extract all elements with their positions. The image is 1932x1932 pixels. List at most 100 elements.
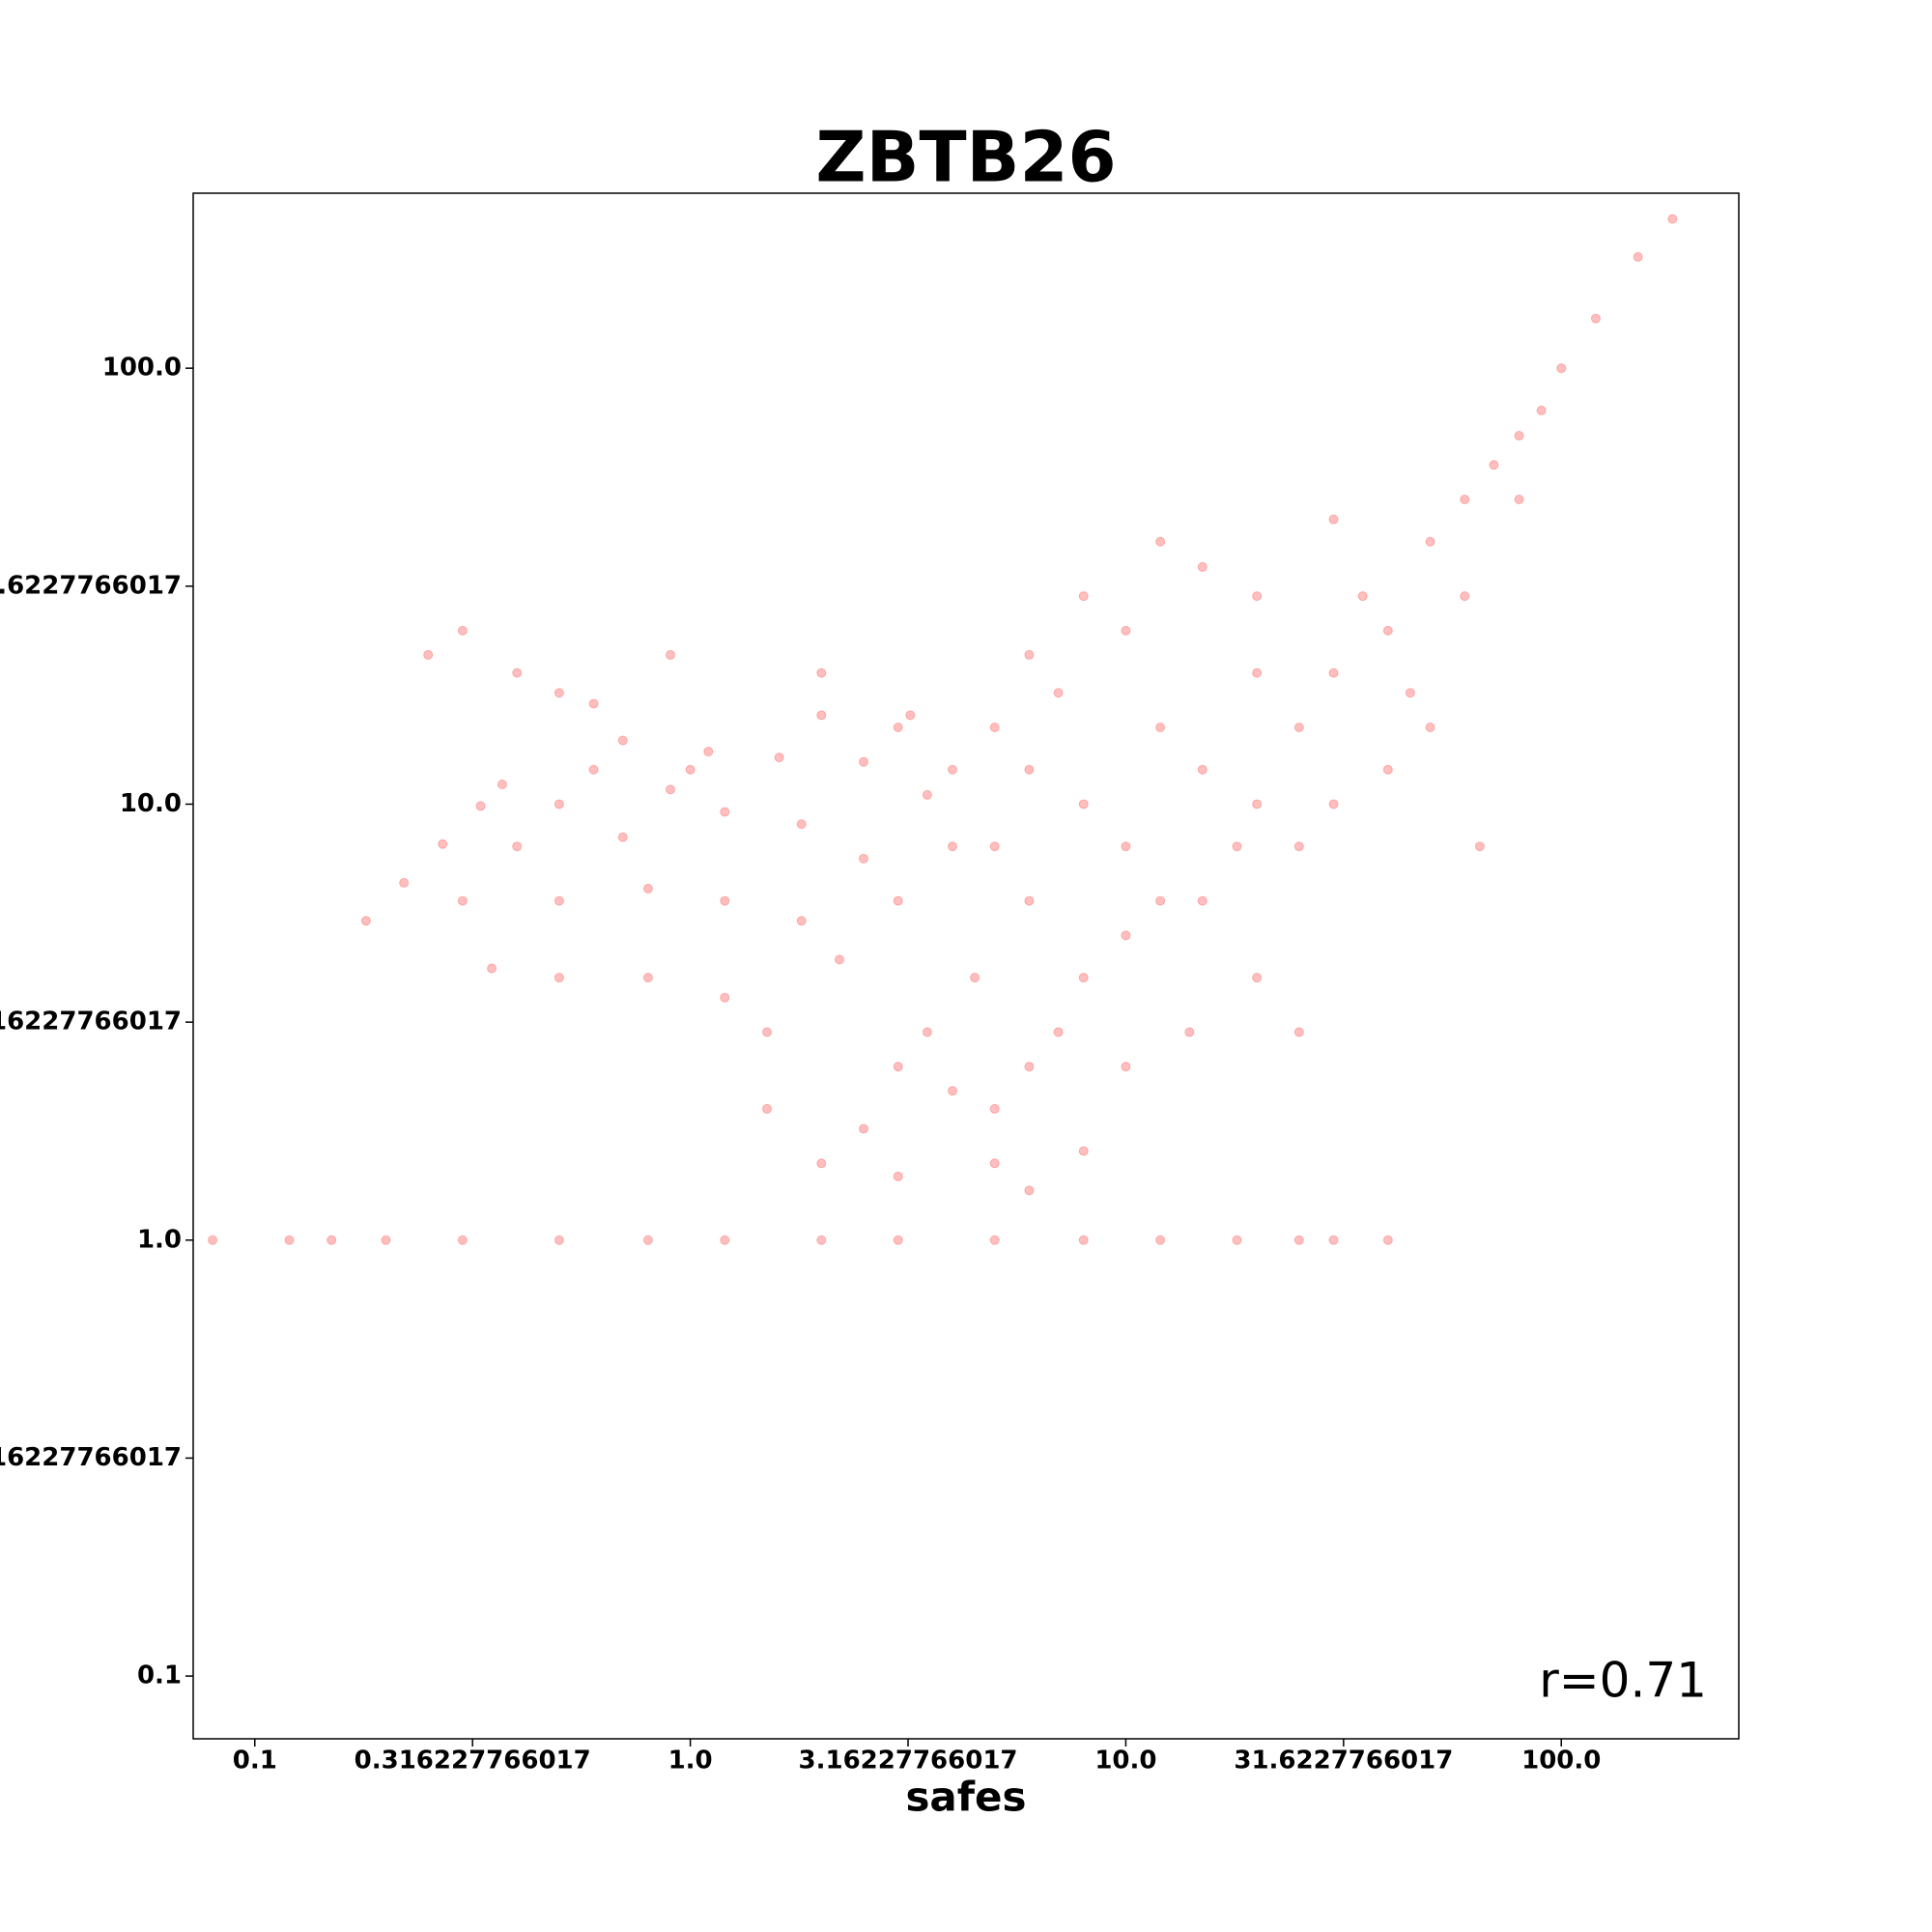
point <box>1382 625 1393 636</box>
plot-frame <box>192 192 1740 1740</box>
point <box>948 1086 958 1096</box>
point <box>685 764 696 775</box>
point <box>1155 895 1166 906</box>
point <box>617 832 628 842</box>
y-tick-label: 0.316227766017 <box>0 1443 182 1472</box>
point <box>554 799 564 810</box>
x-tick-label: 1.0 <box>668 1747 713 1776</box>
x-tick-label: 31.6227766017 <box>1234 1747 1453 1776</box>
point <box>457 625 468 636</box>
point <box>665 649 675 660</box>
point <box>859 853 869 864</box>
annotation: r=0.71 <box>1539 1653 1707 1709</box>
point <box>1121 1062 1131 1072</box>
point <box>989 722 1000 732</box>
point <box>948 764 958 775</box>
point <box>1078 973 1089 983</box>
point <box>1024 764 1035 775</box>
point <box>1252 799 1263 810</box>
point <box>893 1235 903 1245</box>
point <box>512 841 523 852</box>
point <box>1382 1235 1393 1245</box>
point <box>284 1235 295 1245</box>
point <box>588 698 599 709</box>
point <box>327 1235 337 1245</box>
point <box>1053 688 1064 698</box>
point <box>487 963 497 974</box>
point <box>1078 1146 1089 1156</box>
point <box>457 895 468 906</box>
point <box>1121 625 1131 636</box>
point <box>989 1103 1000 1114</box>
point <box>1024 649 1035 660</box>
y-tick-label: 1.0 <box>137 1225 182 1254</box>
x-tick-label: 10.0 <box>1094 1747 1156 1776</box>
point <box>816 1158 827 1169</box>
point <box>1460 495 1470 505</box>
point <box>554 973 564 983</box>
point <box>1197 764 1208 775</box>
point <box>989 1235 1000 1245</box>
point <box>1121 841 1131 852</box>
point <box>1556 363 1567 374</box>
point <box>816 668 827 678</box>
x-tick-label: 3.16227766017 <box>799 1747 1018 1776</box>
point <box>922 789 932 800</box>
point <box>1293 722 1304 732</box>
point <box>438 838 448 849</box>
y-tick-label: 0.1 <box>137 1662 182 1690</box>
y-tick-label: 10.0 <box>120 789 182 818</box>
point <box>1328 1235 1339 1245</box>
point <box>761 1103 772 1114</box>
point <box>497 780 507 790</box>
point <box>970 973 980 983</box>
point <box>1024 895 1035 906</box>
point <box>1405 688 1415 698</box>
point <box>796 819 807 830</box>
point <box>1078 591 1089 602</box>
point <box>1460 591 1470 602</box>
point <box>1155 1235 1166 1245</box>
point <box>834 954 844 965</box>
point <box>703 747 714 757</box>
point <box>1328 799 1339 810</box>
point <box>1121 930 1131 941</box>
point <box>554 1235 564 1245</box>
point <box>859 1123 869 1134</box>
point <box>1293 1027 1304 1037</box>
point <box>1232 1235 1242 1245</box>
point <box>1357 591 1368 602</box>
point <box>989 841 1000 852</box>
point <box>893 895 903 906</box>
point <box>642 883 653 894</box>
y-tick-label: 31.6227766017 <box>0 571 182 600</box>
point <box>665 784 675 795</box>
point <box>1053 1027 1064 1037</box>
point <box>457 1235 468 1245</box>
point <box>642 973 653 983</box>
point <box>1425 722 1435 732</box>
point <box>423 649 434 660</box>
point <box>893 1171 903 1181</box>
point <box>859 756 869 767</box>
point <box>922 1027 932 1037</box>
point <box>617 735 628 746</box>
point <box>1252 973 1263 983</box>
point <box>1382 764 1393 775</box>
point <box>893 722 903 732</box>
point <box>816 1235 827 1245</box>
point <box>554 895 564 906</box>
x-axis-label: safes <box>905 1774 1026 1821</box>
point <box>642 1235 653 1245</box>
point <box>1184 1027 1195 1037</box>
y-tick-label: 100.0 <box>102 354 182 383</box>
point <box>1328 668 1339 678</box>
point <box>1197 895 1208 906</box>
point <box>720 807 730 817</box>
point <box>588 764 599 775</box>
point <box>1078 1235 1089 1245</box>
point <box>1536 405 1547 415</box>
point <box>1514 495 1524 505</box>
point <box>475 801 486 811</box>
